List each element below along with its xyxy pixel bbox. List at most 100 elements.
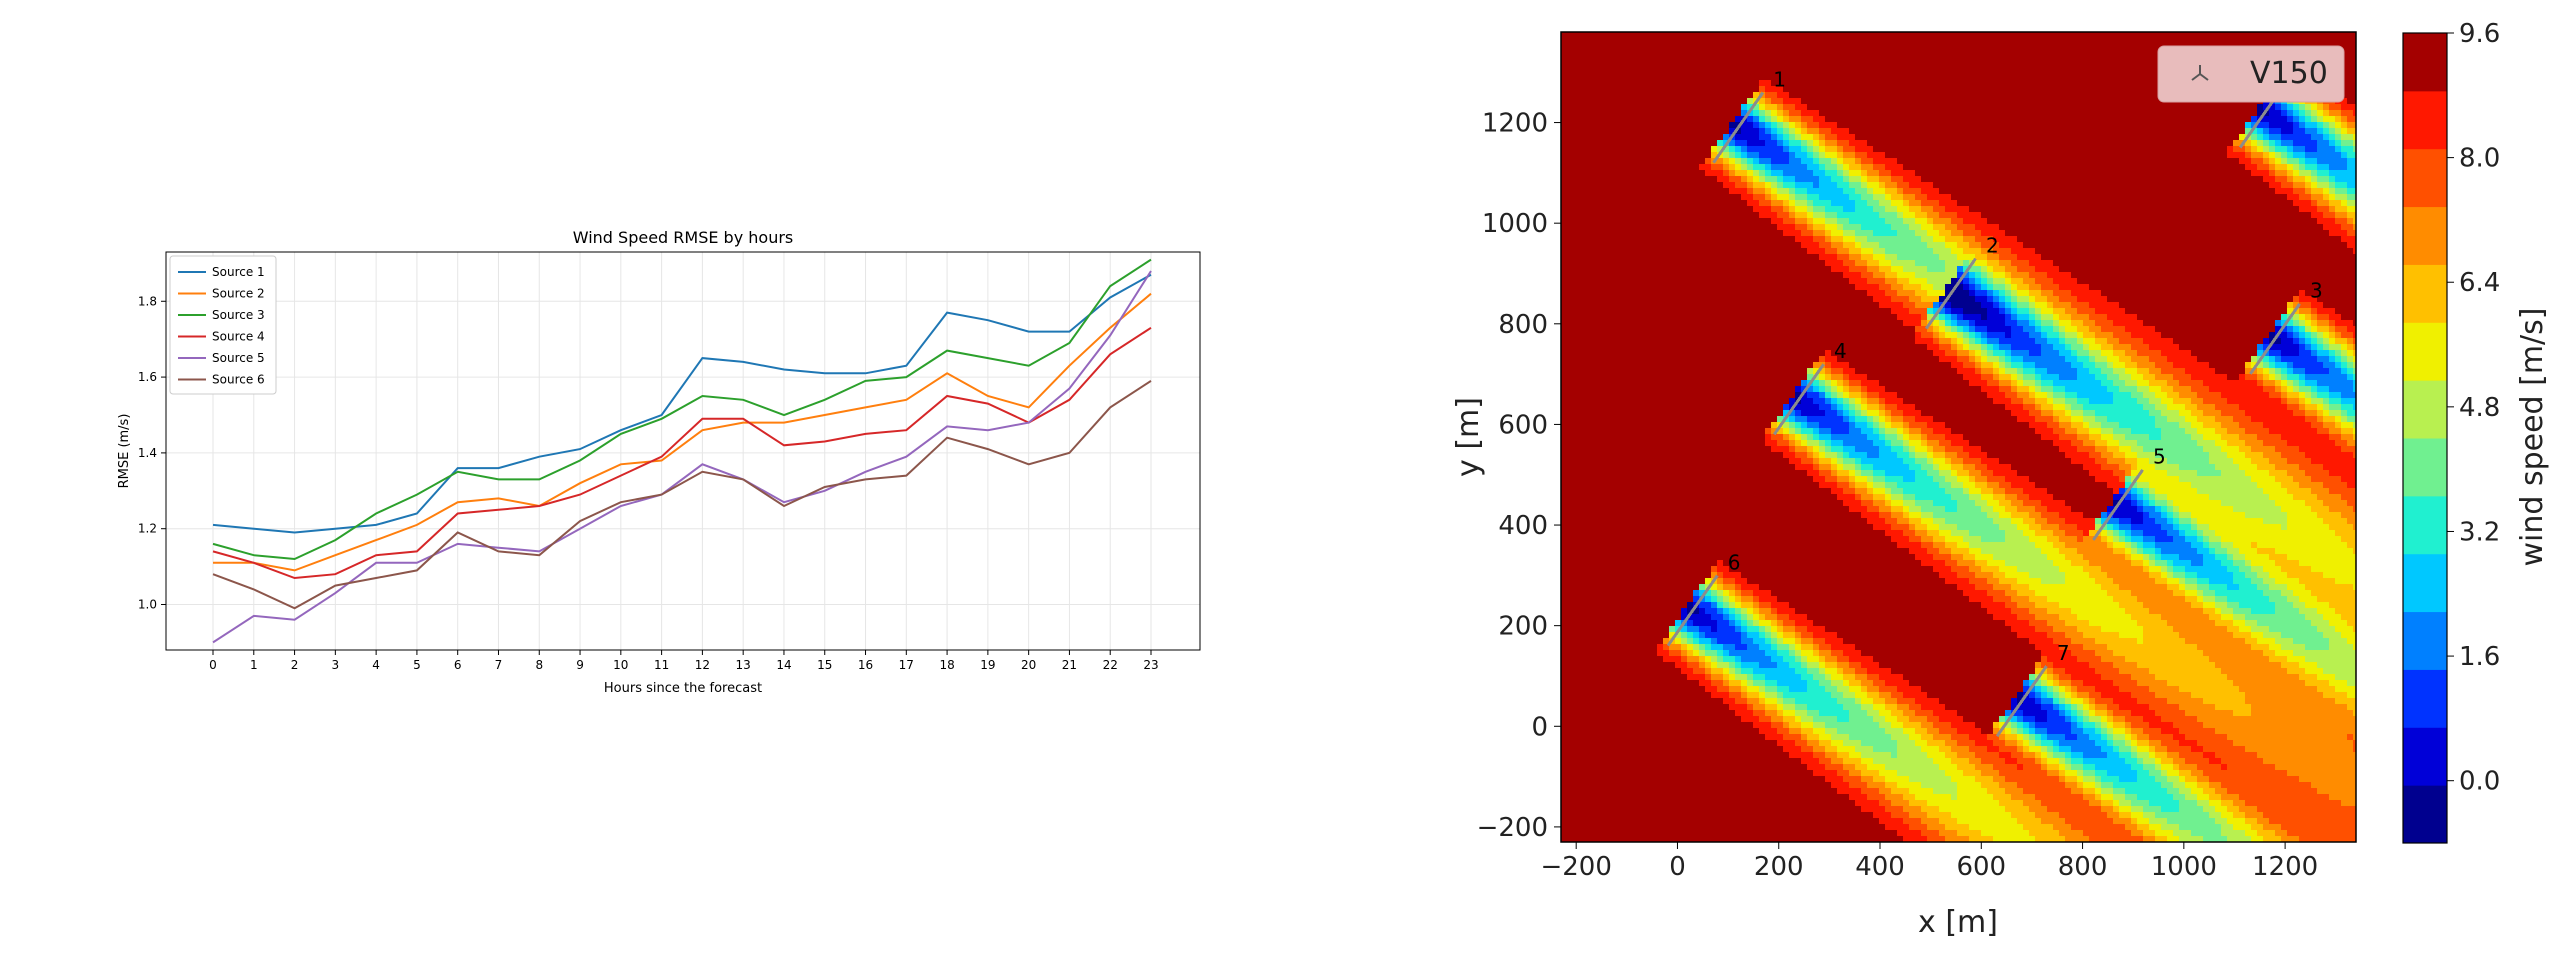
y-tick-label: 400 xyxy=(1498,511,1548,541)
legend-label: Source 5 xyxy=(212,351,265,365)
turbine-label: 7 xyxy=(2057,641,2070,665)
plot-area-frame xyxy=(165,251,1201,651)
x-axis-ticks: 0 1 2 3 4 5 6 7 8 9 10 11 12 13 14 15 16 17 18 19 20 21 22 23 xyxy=(209,650,1159,672)
map-plot-frame xyxy=(1560,31,2357,843)
turbine-rotor xyxy=(1995,665,2048,738)
y-tick-label: 1.4 xyxy=(138,446,157,460)
y-tick-label: 1.0 xyxy=(138,598,157,612)
colorbar-label: wind speed [m/s] xyxy=(2515,308,2550,567)
legend-label: Source 1 xyxy=(212,265,265,279)
legend-label: Source 6 xyxy=(212,373,265,387)
series-line xyxy=(212,380,1152,610)
legend-label: Source 2 xyxy=(212,287,265,301)
x-tick-label: 11 xyxy=(654,658,669,672)
x-tick-label: 6 xyxy=(454,658,462,672)
x-tick-label: 13 xyxy=(736,658,751,672)
colorbar-tick-label: 0.0 xyxy=(2459,767,2500,797)
x-tick-label: 0 xyxy=(209,658,217,672)
colorbar-segment xyxy=(2403,380,2447,439)
legend-box xyxy=(169,255,277,395)
x-tick-label: 10 xyxy=(613,658,628,672)
y-tick-label: 1200 xyxy=(1482,109,1548,139)
x-tick-label: 23 xyxy=(1143,658,1158,672)
colorbar-segment xyxy=(2403,553,2447,613)
colorbar-segment xyxy=(2403,438,2447,497)
colorbar-segment xyxy=(2403,611,2447,670)
colorbar-segment xyxy=(2403,206,2447,265)
colorbar-segment xyxy=(2403,33,2447,92)
colorbar-segment xyxy=(2403,90,2447,150)
x-tick-label: 800 xyxy=(2058,852,2108,882)
x-tick-label: 14 xyxy=(776,658,791,672)
x-tick-label: 5 xyxy=(413,658,421,672)
x-tick-label: 12 xyxy=(695,658,710,672)
y-axis-label: y [m] xyxy=(1451,397,1486,477)
turbine-label: 1 xyxy=(1773,67,1786,91)
x-axis-label: Hours since the forecast xyxy=(604,681,762,696)
colorbar-tick-label: 6.4 xyxy=(2459,268,2500,298)
turbine-legend: V150 xyxy=(2157,45,2345,103)
colorbar-tick-label: 9.6 xyxy=(2459,19,2500,49)
y-tick-label: 0 xyxy=(1531,712,1548,742)
x-tick-label: 600 xyxy=(1956,852,2006,882)
y-axis-ticks: 1.0 1.2 1.4 1.6 1.8 xyxy=(138,294,166,612)
turbine-label: 4 xyxy=(1834,339,1847,363)
colorbar-tick-label: 1.6 xyxy=(2459,642,2500,672)
x-tick-label: 3 xyxy=(332,658,340,672)
colorbar: 0.0 1.6 3.2 4.8 6.4 8.0 9.6 xyxy=(2402,19,2500,844)
legend-label: Source 3 xyxy=(212,308,265,322)
colorbar-tick-label: 4.8 xyxy=(2459,393,2500,423)
colorbar-frame xyxy=(2402,32,2448,844)
turbine-legend-label: V150 xyxy=(2250,56,2328,91)
x-tick-label: 18 xyxy=(939,658,954,672)
x-tick-label: 17 xyxy=(899,658,914,672)
x-tick-label: 9 xyxy=(576,658,584,672)
legend: Source 1 Source 2 Source 3 Source 4 Source 5… xyxy=(169,255,277,395)
series-line xyxy=(212,273,1152,534)
x-tick-label: 16 xyxy=(858,658,873,672)
turbine-rotor xyxy=(2092,469,2144,541)
turbine-rotor xyxy=(1924,257,1977,330)
colorbar-segment xyxy=(2403,148,2447,208)
x-tick-label: 8 xyxy=(535,658,543,672)
colorbar-tick-label: 8.0 xyxy=(2459,144,2500,174)
x-tick-label: −200 xyxy=(1540,852,1611,882)
colorbar-segment xyxy=(2403,264,2447,323)
x-tick-label: 4 xyxy=(372,658,380,672)
x-tick-label: 0 xyxy=(1669,852,1686,882)
series-line xyxy=(213,292,1152,572)
turbine-label: 3 xyxy=(2310,279,2323,303)
grid-lines xyxy=(166,252,1200,650)
turbine-rotor xyxy=(1712,91,1765,164)
y-tick-label: 600 xyxy=(1498,410,1548,440)
y-tick-label: 1.6 xyxy=(138,370,157,384)
series-line xyxy=(212,270,1152,644)
y-tick-label: 800 xyxy=(1498,310,1548,340)
turbine-rotor xyxy=(1773,363,1825,436)
turbine-rotor xyxy=(2249,303,2301,375)
x-tick-label: 7 xyxy=(495,658,503,672)
x-tick-label: 15 xyxy=(817,658,832,672)
y-tick-label: 1000 xyxy=(1482,209,1548,239)
turbine-icon xyxy=(2191,65,2209,81)
series-lines xyxy=(212,258,1152,644)
y-tick-label: 1.8 xyxy=(138,294,157,308)
x-tick-label: 400 xyxy=(1855,852,1905,882)
x-tick-label: 20 xyxy=(1021,658,1036,672)
turbine-label: 2 xyxy=(1986,233,1999,257)
colorbar-segment xyxy=(2403,669,2447,728)
chart-title: Wind Speed RMSE by hours xyxy=(573,228,794,247)
x-tick-label: 1 xyxy=(250,658,258,672)
x-tick-label: 21 xyxy=(1062,658,1077,672)
colorbar-segment xyxy=(2403,495,2447,555)
colorbar-segment xyxy=(2403,322,2447,381)
colorbar-tick-label: 3.2 xyxy=(2459,517,2500,547)
turbine-label: 5 xyxy=(2153,445,2166,469)
series-line xyxy=(212,258,1152,561)
turbine-rotor xyxy=(1666,574,1719,647)
rmse-line-chart: Wind Speed RMSE by hours 0 1 2 3 4 5 6 7 8 9 10 11 1… xyxy=(117,228,1201,696)
series-line xyxy=(212,326,1152,580)
y-axis-ticks: −200 0 200 400 600 800 1000 1200 xyxy=(1477,109,1561,843)
y-axis-label: RMSE (m/s) xyxy=(117,414,132,489)
